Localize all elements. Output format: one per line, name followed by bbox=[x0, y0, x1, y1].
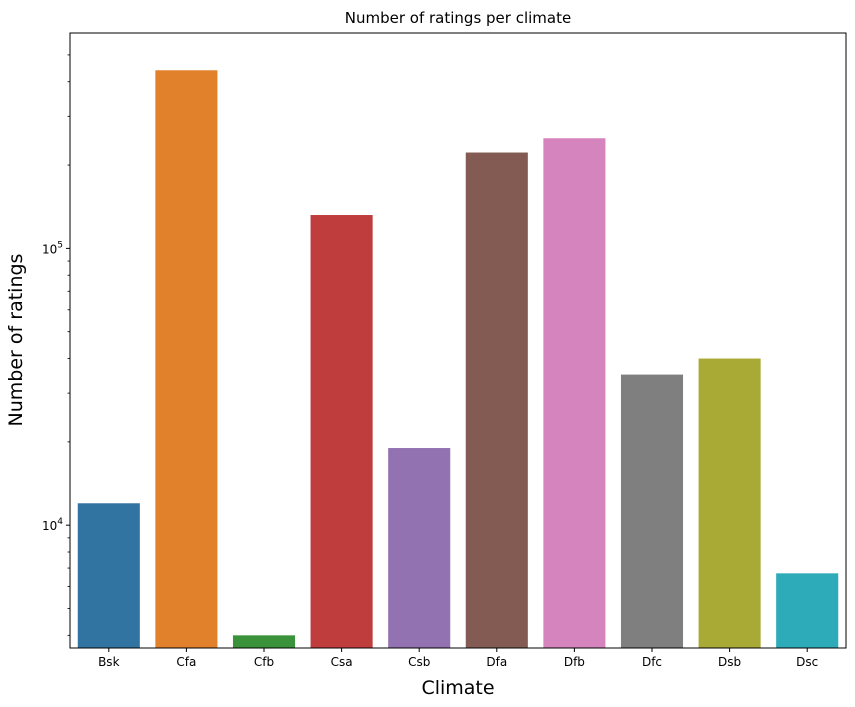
y-tick-exponent: 5 bbox=[57, 240, 63, 250]
y-tick-label: 104 bbox=[42, 517, 63, 533]
x-tick-label-bsk: Bsk bbox=[98, 655, 119, 669]
x-tick-label-dfc: Dfc bbox=[642, 655, 662, 669]
x-tick-label-dsb: Dsb bbox=[718, 655, 741, 669]
bar-dfc bbox=[620, 374, 684, 648]
bar-csa bbox=[310, 215, 373, 648]
x-tick-label-cfa: Cfa bbox=[176, 655, 196, 669]
bar-dfb bbox=[543, 138, 606, 649]
y-tick-exponent: 4 bbox=[57, 517, 63, 527]
bar-cfb bbox=[232, 635, 296, 648]
x-tick-label-csa: Csa bbox=[331, 655, 353, 669]
bar-cfa bbox=[155, 70, 218, 648]
plot-frame bbox=[69, 32, 847, 649]
y-axis-title: Number of ratings bbox=[5, 254, 27, 427]
y-tick-base: 10 bbox=[42, 519, 57, 533]
bar-csb bbox=[388, 448, 451, 648]
bar-dsc bbox=[776, 573, 839, 648]
x-tick-label-csb: Csb bbox=[408, 655, 430, 669]
x-axis-title: Climate bbox=[421, 677, 494, 699]
chart-title: Number of ratings per climate bbox=[345, 9, 571, 27]
x-tick-label-cfb: Cfb bbox=[254, 655, 274, 669]
bar-bsk bbox=[77, 503, 140, 648]
bar-dfa bbox=[465, 152, 528, 648]
x-tick-label-dfa: Dfa bbox=[486, 655, 507, 669]
x-tick-label-dfb: Dfb bbox=[564, 655, 585, 669]
y-tick-base: 10 bbox=[42, 242, 57, 256]
y-tick-label: 105 bbox=[42, 240, 63, 256]
bars-layer bbox=[77, 70, 839, 649]
bar-dsb bbox=[698, 358, 761, 648]
x-axis: Bsk Cfa Cfb Csa Csb Dfa Dfb Dfc Dsb Dsc bbox=[98, 648, 818, 669]
x-tick-label-dsc: Dsc bbox=[796, 655, 818, 669]
